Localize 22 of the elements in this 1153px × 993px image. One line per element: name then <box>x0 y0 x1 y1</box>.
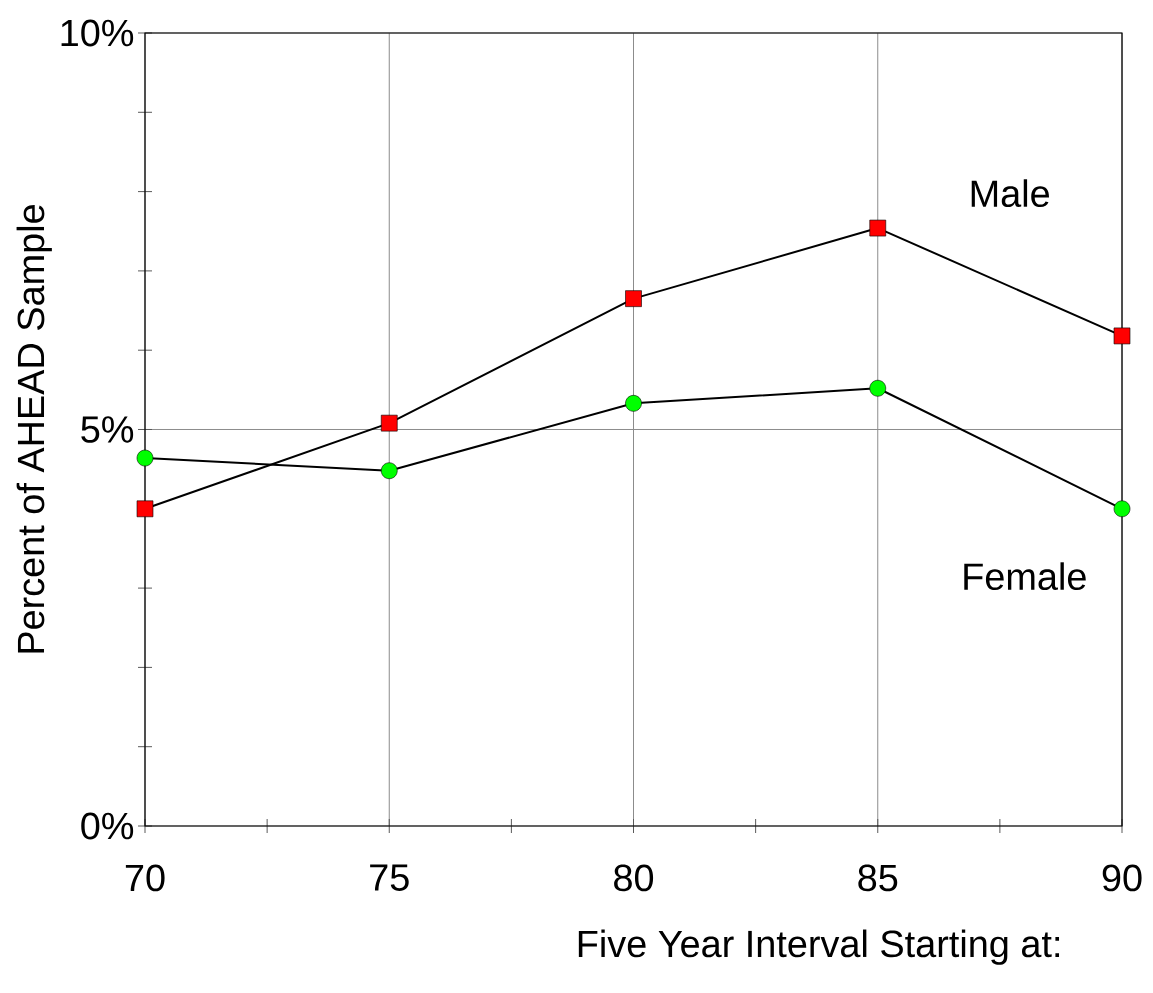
point <box>869 379 887 397</box>
point <box>1113 327 1131 345</box>
point <box>1113 500 1131 518</box>
point <box>136 500 154 518</box>
series-label: Male <box>971 179 1049 208</box>
point <box>380 414 398 432</box>
x-tick-label: 85 <box>858 864 898 892</box>
x-tick-label: 90 <box>1102 864 1142 892</box>
x-axis-title: Five Year Interval Starting at: <box>578 929 1060 965</box>
point <box>625 395 642 412</box>
point <box>625 290 642 307</box>
y-tick-label: 0% <box>81 812 134 840</box>
point <box>869 219 887 237</box>
x-tick-label: 75 <box>370 864 409 891</box>
y-tick-label: 10% <box>61 19 134 47</box>
x-tick-label: 80 <box>614 864 654 892</box>
series-label: Female <box>964 562 1086 591</box>
x-tick-label: 70 <box>125 864 165 892</box>
y-axis-title: Percent of AHEAD Sample <box>16 205 52 653</box>
point <box>136 449 154 467</box>
point <box>380 462 398 480</box>
y-tick-label: 5% <box>81 416 134 443</box>
